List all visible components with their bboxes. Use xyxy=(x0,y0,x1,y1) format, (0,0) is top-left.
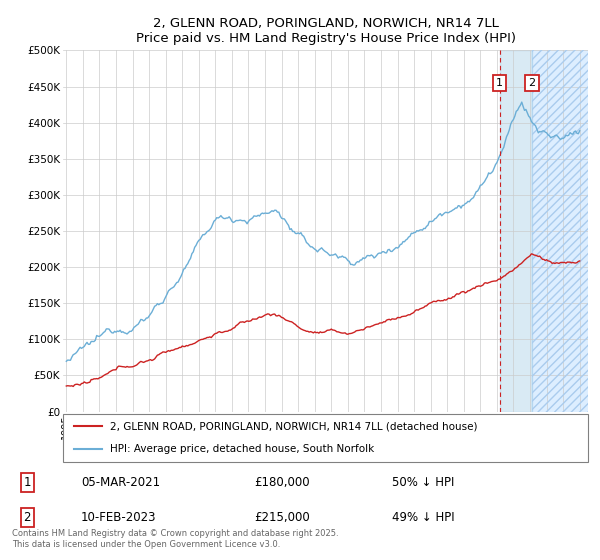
Text: 05-MAR-2021: 05-MAR-2021 xyxy=(81,477,160,489)
Text: 50% ↓ HPI: 50% ↓ HPI xyxy=(392,477,455,489)
Text: 49% ↓ HPI: 49% ↓ HPI xyxy=(392,511,455,524)
Text: 2, GLENN ROAD, PORINGLAND, NORWICH, NR14 7LL (detached house): 2, GLENN ROAD, PORINGLAND, NORWICH, NR14… xyxy=(110,421,478,431)
Bar xyxy=(532,50,588,412)
Text: 1: 1 xyxy=(23,477,31,489)
Text: Contains HM Land Registry data © Crown copyright and database right 2025.
This d: Contains HM Land Registry data © Crown c… xyxy=(12,529,338,549)
Bar xyxy=(532,50,588,412)
FancyBboxPatch shape xyxy=(63,414,588,462)
Text: £180,000: £180,000 xyxy=(254,477,310,489)
Bar xyxy=(500,50,532,412)
Text: 1: 1 xyxy=(496,78,503,88)
Text: HPI: Average price, detached house, South Norfolk: HPI: Average price, detached house, Sout… xyxy=(110,444,374,454)
Text: 10-FEB-2023: 10-FEB-2023 xyxy=(81,511,157,524)
Text: 2: 2 xyxy=(529,78,536,88)
Text: 2: 2 xyxy=(23,511,31,524)
Text: £215,000: £215,000 xyxy=(254,511,310,524)
Title: 2, GLENN ROAD, PORINGLAND, NORWICH, NR14 7LL
Price paid vs. HM Land Registry's H: 2, GLENN ROAD, PORINGLAND, NORWICH, NR14… xyxy=(136,17,515,45)
